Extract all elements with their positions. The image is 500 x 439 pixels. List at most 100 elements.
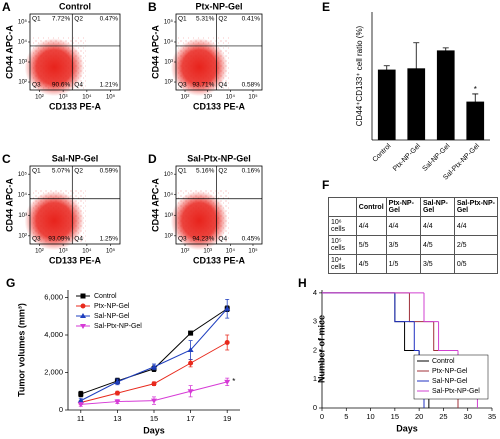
table-cell: 4/5 bbox=[419, 235, 455, 255]
bar bbox=[436, 50, 455, 140]
quadrant-value: 1.21% bbox=[100, 82, 119, 89]
legend-label: Ptx-NP-Gel bbox=[432, 368, 468, 375]
marker bbox=[77, 397, 84, 403]
quadrant-value: 0.45% bbox=[242, 236, 261, 243]
quadrant-name: Q4 bbox=[218, 82, 227, 89]
x-axis-label: CD133 PE-A bbox=[193, 255, 246, 265]
marker bbox=[151, 381, 157, 387]
bar bbox=[377, 69, 396, 140]
step-segment bbox=[423, 292, 439, 323]
quadrant-value: 0.58% bbox=[242, 82, 261, 89]
x-axis-label: Days bbox=[143, 425, 165, 435]
x-tick-label: 10⁵ bbox=[106, 248, 116, 255]
quadrant-value: 7.72% bbox=[52, 16, 71, 23]
step-segment bbox=[404, 321, 420, 351]
quadrant-value: 0.16% bbox=[242, 168, 261, 175]
y-axis-label: CD44 APC-A bbox=[4, 25, 14, 79]
step-segment bbox=[433, 321, 458, 351]
panel-letter: E bbox=[322, 0, 330, 14]
x-tick-label: 0 bbox=[320, 412, 324, 421]
scatter-specks bbox=[178, 36, 230, 89]
y-tick-label: 10⁵ bbox=[18, 19, 28, 26]
scatter-specks bbox=[32, 36, 86, 89]
x-tick-label: 10² bbox=[35, 249, 44, 255]
error-bar bbox=[472, 93, 479, 110]
y-tick-label: 0 bbox=[313, 403, 317, 412]
x-tick-label: 25 bbox=[439, 412, 447, 421]
chart-title: Sal-Ptx-NP-Gel bbox=[187, 153, 251, 163]
x-tick-label: 15 bbox=[150, 414, 158, 423]
y-tick-label: 2,000 bbox=[44, 367, 63, 376]
y-tick-label: 10⁴ bbox=[18, 191, 28, 198]
y-tick-label: 10⁴ bbox=[18, 39, 28, 46]
table-cell: 10⁴ cells bbox=[328, 254, 357, 274]
quadrant-name: Q4 bbox=[218, 236, 227, 243]
y-tick-label: 10⁵ bbox=[18, 171, 28, 178]
quadrant-value: 0.47% bbox=[100, 16, 119, 23]
quadrant-name: Q2 bbox=[74, 16, 83, 23]
legend-label: Sal-NP-Gel bbox=[432, 378, 468, 385]
x-tick-label: 10³ bbox=[203, 95, 212, 101]
legend-label: Sal-NP-Gel bbox=[94, 313, 130, 320]
quadrant-value: 0.59% bbox=[100, 168, 119, 175]
x-tick-label: 10³ bbox=[203, 249, 212, 255]
quadrant-name: Q3 bbox=[178, 236, 187, 243]
quadrant-value: 5.16% bbox=[196, 168, 215, 175]
quadrant-value: 5.31% bbox=[196, 16, 215, 23]
legend-label: Control bbox=[432, 358, 455, 365]
table-cell: 0/5 bbox=[453, 254, 499, 274]
chart-title: Control bbox=[59, 1, 91, 11]
y-tick-label: 10⁵ bbox=[164, 19, 174, 26]
marker bbox=[151, 363, 157, 369]
quadrant-name: Q4 bbox=[74, 236, 83, 243]
panel-letter: H bbox=[298, 276, 307, 290]
chart-title: Sal-NP-Gel bbox=[52, 153, 99, 163]
y-axis-label: CD44 APC-A bbox=[150, 178, 160, 232]
x-axis-label: CD133 PE-A bbox=[49, 101, 102, 111]
y-tick-label: 10³ bbox=[164, 213, 173, 219]
legend-marker bbox=[80, 293, 86, 299]
y-tick-label: 10⁵ bbox=[164, 171, 174, 178]
marker bbox=[78, 391, 84, 397]
y-axis-label: CD44 APC-A bbox=[150, 25, 160, 79]
legend-marker bbox=[80, 303, 86, 309]
y-axis-label: Tumor volumes (mm³) bbox=[16, 303, 26, 397]
y-tick-label: 10³ bbox=[18, 60, 27, 66]
step-segment bbox=[438, 321, 458, 351]
quadrant-name: Q2 bbox=[218, 168, 227, 175]
panel-letter: A bbox=[2, 0, 11, 14]
quadrant-name: Q2 bbox=[74, 168, 83, 175]
x-tick-label: 10² bbox=[35, 95, 44, 101]
legend-label: Sal-Ptx-NP-Gel bbox=[94, 323, 142, 330]
quadrant-name: Q3 bbox=[32, 236, 41, 243]
table: Control Ptx-NP-Gel Sal-NP-Gel Sal-Ptx-NP-Ge… bbox=[328, 197, 499, 274]
quadrant-value: 1.25% bbox=[100, 236, 119, 243]
table-row: 10⁴ cells 4/5 1/5 3/5 0/5 bbox=[328, 254, 499, 274]
marker bbox=[188, 330, 194, 336]
series-line bbox=[80, 342, 228, 403]
legend-label: Control bbox=[94, 293, 117, 300]
plot-frame bbox=[175, 165, 263, 245]
legend-marker bbox=[80, 324, 86, 329]
y-tick-label: 10³ bbox=[164, 60, 173, 66]
table-cell: 3/5 bbox=[419, 254, 455, 274]
x-tick-label: 10² bbox=[181, 249, 190, 255]
x-tick-label: 35 bbox=[488, 412, 496, 421]
annotation: * bbox=[232, 377, 235, 386]
table-cell: 10⁵ cells bbox=[328, 235, 357, 255]
table-row: 10⁵ cells 5/5 3/5 4/5 2/5 bbox=[328, 235, 499, 255]
y-tick-label: 4,000 bbox=[44, 330, 63, 339]
scatter-specks bbox=[32, 189, 86, 243]
x-tick-label: 10³ bbox=[59, 249, 68, 255]
y-axis-label: Number of mice bbox=[316, 315, 326, 383]
plot-frame bbox=[29, 13, 121, 91]
y-tick-label: 10² bbox=[164, 80, 173, 86]
table-cell: 4/5 bbox=[355, 254, 387, 274]
quadrant-value: 93.71% bbox=[192, 82, 214, 89]
y-tick-label: 0 bbox=[59, 405, 63, 414]
x-tick-label: Ptx-NP-Gel bbox=[392, 142, 422, 172]
table-cell: 4/4 bbox=[385, 216, 421, 236]
table-header: Control Ptx-NP-Gel Sal-NP-Gel Sal-Ptx-NP-Ge… bbox=[328, 197, 499, 217]
y-tick-label: 10⁴ bbox=[164, 39, 174, 46]
